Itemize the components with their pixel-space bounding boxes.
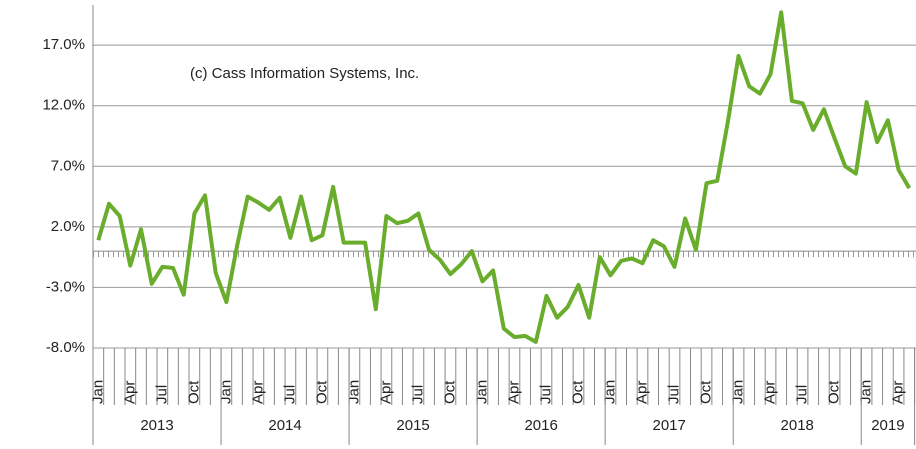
annotation: (c) Cass Information Systems, Inc. (190, 65, 419, 82)
y-tick-label: 12.0% (42, 97, 85, 114)
x-tick-label: Jul (794, 385, 811, 404)
y-tick-label: -8.0% (46, 339, 85, 356)
y-tick-label: 2.0% (51, 218, 85, 235)
x-tick-label: Jan (217, 380, 234, 404)
x-tick-label: Jan (473, 380, 490, 404)
y-tick-label: 7.0% (51, 157, 85, 174)
x-tick-label: Oct (185, 380, 202, 404)
y-tick-label: -3.0% (46, 278, 85, 295)
data-line (96, 10, 912, 344)
year-label: 2015 (396, 417, 429, 434)
x-tick-label: Oct (569, 380, 586, 404)
x-tick-label: Apr (505, 381, 522, 404)
year-label: 2019 (871, 417, 904, 434)
x-tick-label: Jul (537, 385, 554, 404)
x-tick-label: Jul (665, 385, 682, 404)
x-tick-label: Jan (858, 380, 875, 404)
x-tick-label: Apr (633, 381, 650, 404)
x-tick-label: Jan (89, 380, 106, 404)
x-tick-label: Oct (441, 380, 458, 404)
year-label: 2013 (140, 417, 173, 434)
year-label: 2016 (524, 417, 557, 434)
year-label: 2017 (652, 417, 685, 434)
year-label: 2014 (268, 417, 301, 434)
x-tick-label: Jan (730, 380, 747, 404)
x-tick-label: Apr (121, 381, 138, 404)
x-tick-label: Jul (409, 385, 426, 404)
x-tick-label: Jul (281, 385, 298, 404)
year-label: 2018 (781, 417, 814, 434)
x-tick-label: Oct (826, 380, 843, 404)
x-tick-label: Oct (313, 380, 330, 404)
x-tick-label: Apr (762, 381, 779, 404)
x-tick-label: Apr (377, 381, 394, 404)
x-tick-label: Apr (249, 381, 266, 404)
x-tick-label: Oct (697, 380, 714, 404)
x-tick-label: Jul (153, 385, 170, 404)
y-tick-label: 17.0% (42, 36, 85, 53)
x-tick-label: Jan (345, 380, 362, 404)
x-tick-label: Jan (601, 380, 618, 404)
x-tick-label: Apr (890, 381, 907, 404)
